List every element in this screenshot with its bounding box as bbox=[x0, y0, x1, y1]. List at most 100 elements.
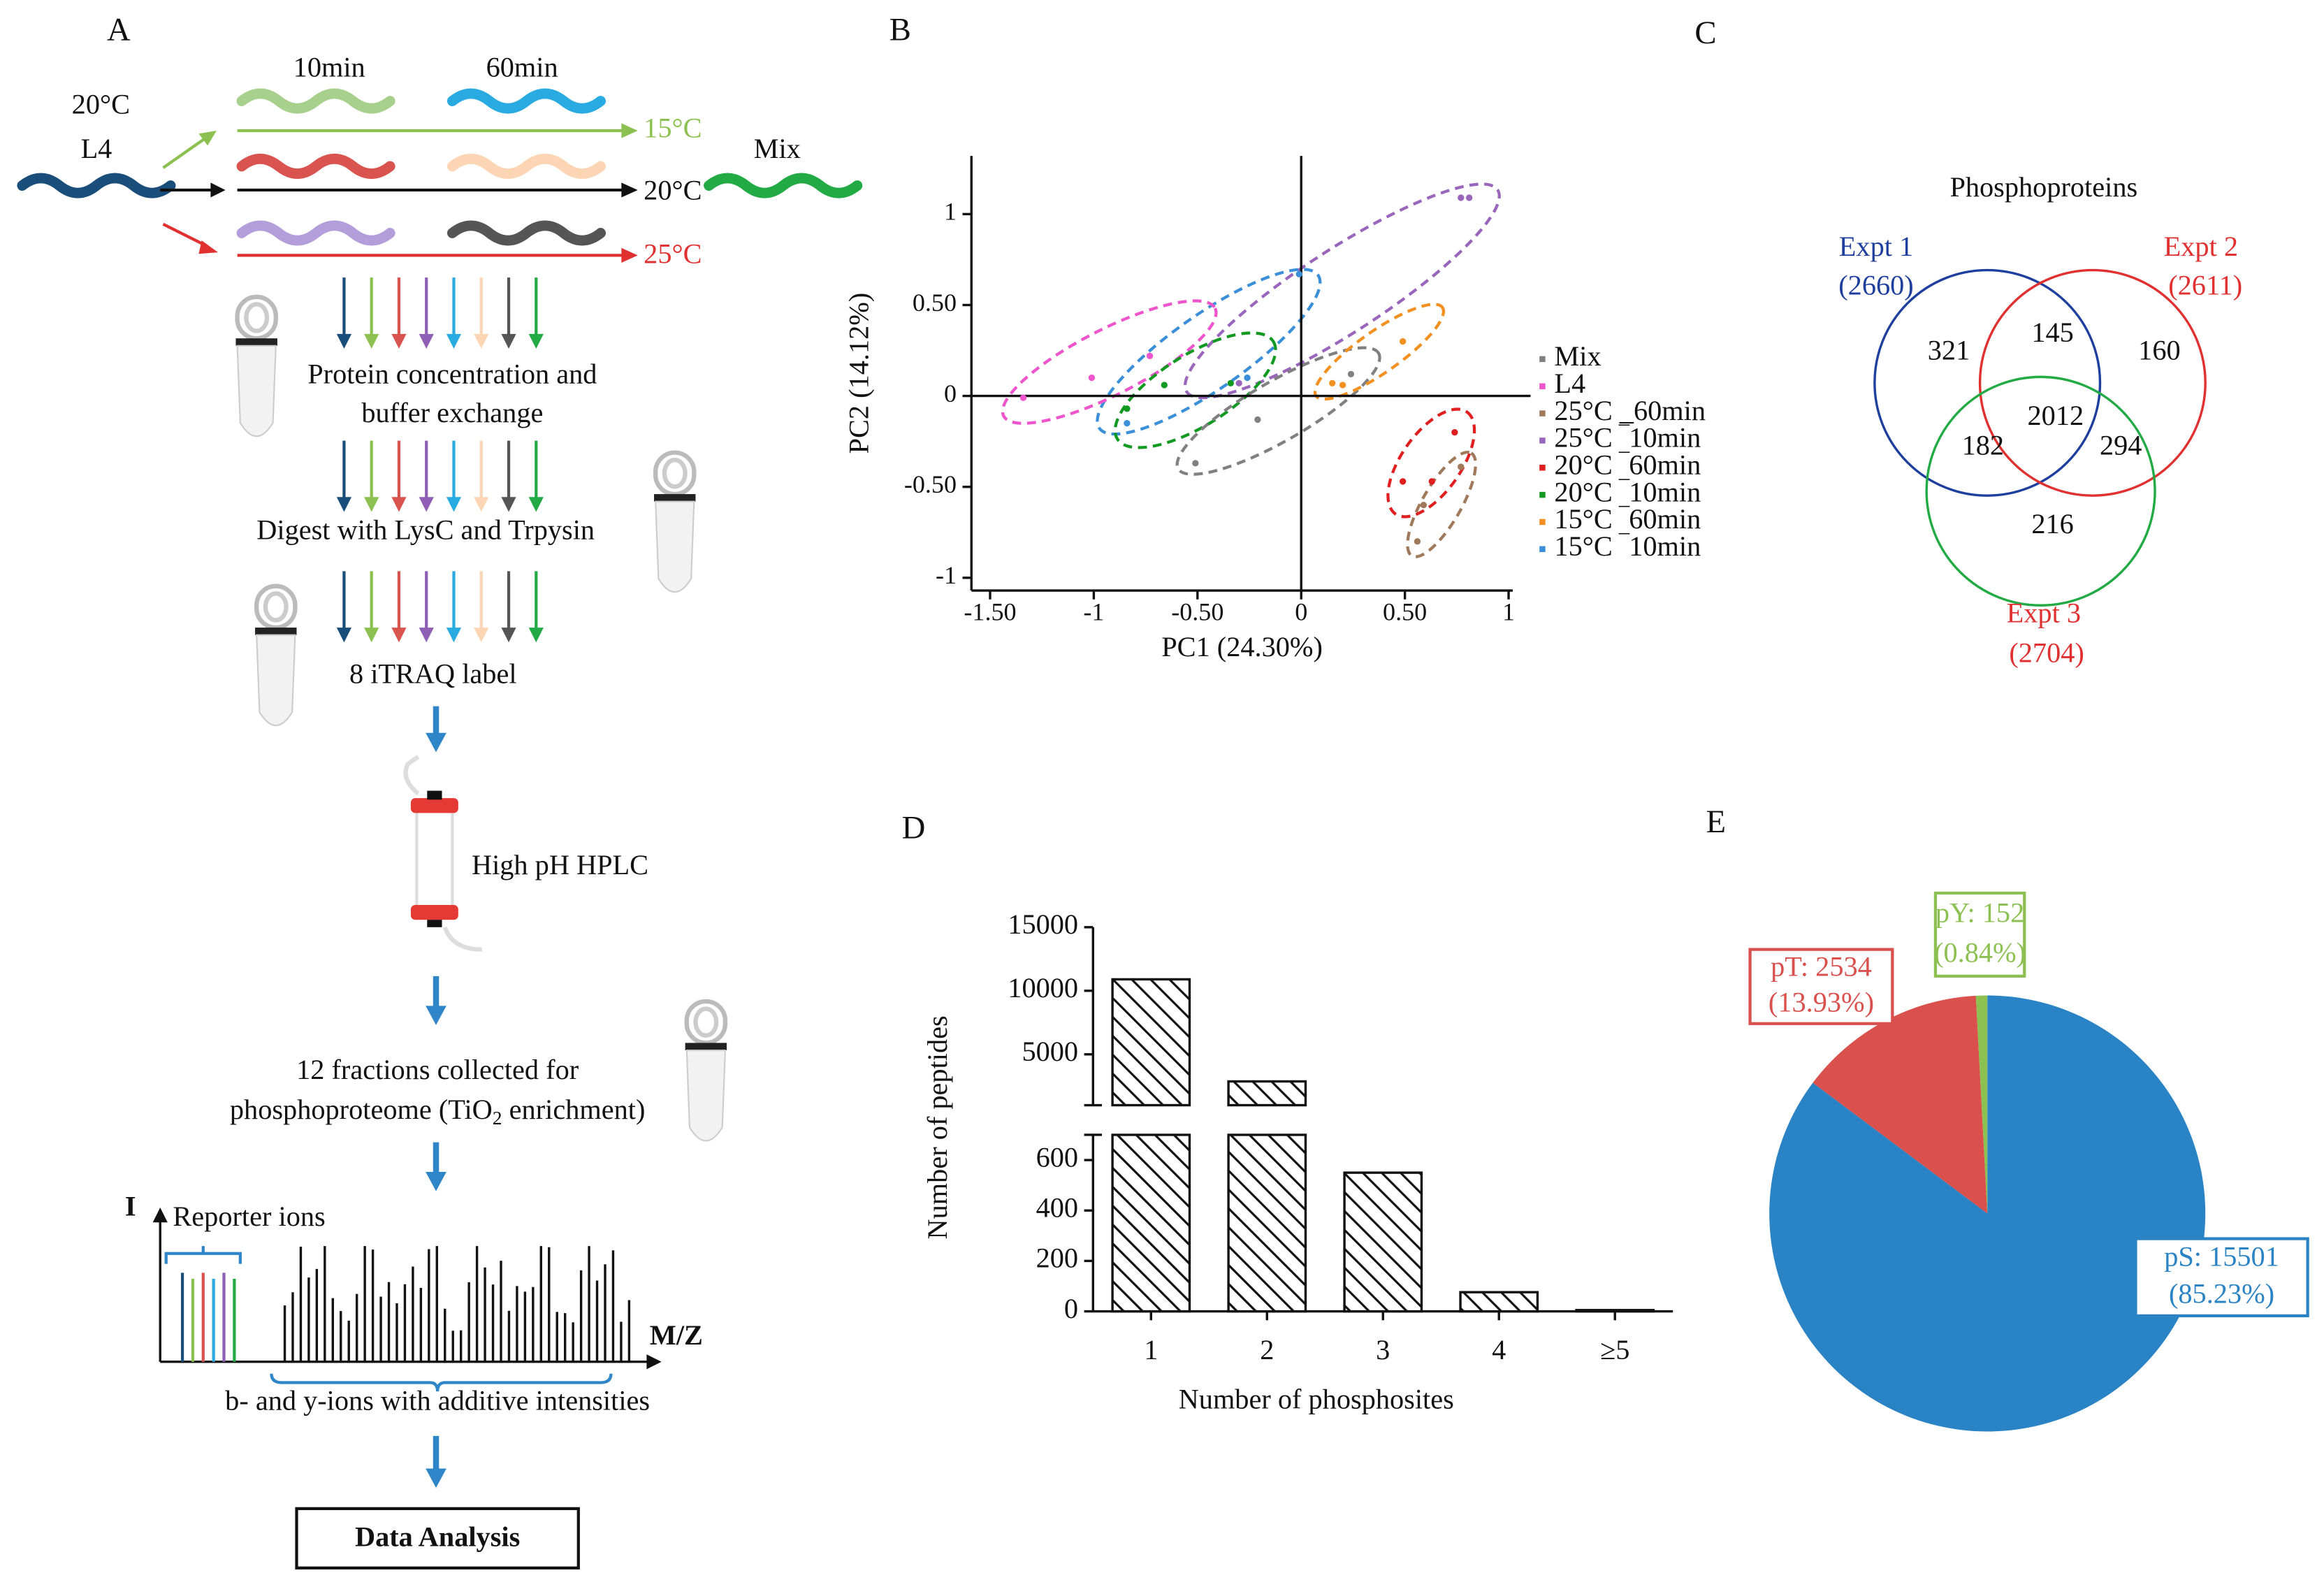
legend-label: 25°C ‾10min bbox=[1554, 422, 1701, 454]
region-value: 145 bbox=[2031, 317, 2073, 348]
y-tick-label: -1 bbox=[936, 561, 957, 589]
legend-marker bbox=[1539, 410, 1546, 416]
worm bbox=[242, 226, 390, 240]
point bbox=[1458, 463, 1465, 470]
arrow-head bbox=[391, 333, 407, 349]
panel-label: D bbox=[902, 810, 926, 846]
arrow-head bbox=[528, 497, 544, 512]
ellipse bbox=[1175, 346, 1381, 476]
stage: L4 bbox=[81, 133, 112, 164]
venn-title: Phosphoproteins bbox=[1949, 171, 2137, 203]
step: phosphoproteome (TiO2 enrichment) bbox=[230, 1094, 646, 1129]
y-axis-label: PC2 (14.12%) bbox=[843, 293, 874, 454]
legend-marker bbox=[1539, 383, 1546, 389]
worm bbox=[452, 226, 600, 240]
legend-label: 15°C ‾10min bbox=[1554, 530, 1701, 562]
legend-label: 15°C ‾60min bbox=[1554, 503, 1701, 535]
point bbox=[1254, 416, 1261, 423]
arrow-head bbox=[419, 628, 434, 643]
venn-circle bbox=[1925, 375, 2156, 607]
y-tick-label: 15000 bbox=[1008, 908, 1078, 940]
worm bbox=[452, 94, 600, 108]
pie-slice bbox=[1813, 995, 1988, 1214]
point bbox=[1124, 405, 1131, 412]
legend-marker bbox=[1539, 519, 1546, 526]
spectrum: I Reporter ions M/Z b- and y-ions with a… bbox=[125, 1190, 703, 1416]
temp: 20°C bbox=[644, 174, 702, 205]
x-label: M/Z bbox=[650, 1319, 703, 1351]
x-tick-label: -0.50 bbox=[1171, 597, 1223, 625]
x-tick-label: 1 bbox=[1502, 597, 1515, 625]
bar bbox=[1343, 1171, 1423, 1313]
set-size: (2660) bbox=[1838, 269, 1913, 300]
ellipse bbox=[1386, 407, 1476, 519]
x-tick-label: 0.50 bbox=[1383, 597, 1427, 625]
bar bbox=[1575, 1309, 1655, 1313]
step: Protein concentration and bbox=[307, 358, 597, 390]
y-tick-label: 0 bbox=[1064, 1293, 1078, 1324]
caption: b- and y-ions with additive intensities bbox=[225, 1384, 650, 1416]
arrow-head bbox=[364, 628, 379, 643]
point bbox=[1235, 379, 1242, 387]
arrow-head bbox=[528, 333, 544, 349]
label-box bbox=[1933, 891, 2026, 978]
ellipse bbox=[1183, 182, 1501, 400]
hplc-column bbox=[403, 755, 482, 952]
tube bbox=[654, 453, 695, 593]
arrow-head bbox=[501, 628, 516, 643]
panel-label: B bbox=[889, 12, 911, 48]
legend-label: 25°C _60min bbox=[1554, 395, 1706, 426]
x-tick-label: -1.50 bbox=[964, 597, 1016, 625]
venn-circle bbox=[1873, 268, 2102, 497]
time: 60min bbox=[486, 51, 558, 82]
slice-value: (85.23%) bbox=[2169, 1278, 2274, 1310]
panel-label: A bbox=[107, 12, 131, 48]
bar bbox=[1459, 1291, 1539, 1313]
flow-arrows bbox=[426, 706, 446, 1488]
x-tick-label: 0 bbox=[1295, 597, 1307, 625]
point bbox=[1465, 194, 1473, 201]
y-tick-label: 10000 bbox=[1008, 972, 1078, 1003]
ellipse bbox=[1406, 450, 1477, 558]
tube bbox=[255, 586, 296, 726]
x-tick-label: 2 bbox=[1260, 1334, 1274, 1365]
y-tick-label: -0.50 bbox=[904, 470, 957, 498]
y-tick-label: 0.50 bbox=[913, 289, 957, 317]
mix: Mix bbox=[754, 133, 801, 164]
arrow-head bbox=[336, 497, 352, 512]
point bbox=[1414, 538, 1421, 545]
temperature-arrows bbox=[160, 123, 638, 263]
point bbox=[1451, 428, 1458, 436]
x-tick-label: 4 bbox=[1492, 1334, 1506, 1365]
slice-value: (0.84%) bbox=[1934, 936, 2026, 968]
panel-label: C bbox=[1694, 15, 1716, 51]
set-name: Expt 1 bbox=[1839, 231, 1913, 262]
point bbox=[1244, 374, 1251, 382]
step: buffer exchange bbox=[361, 397, 543, 428]
x-tick-label: -1 bbox=[1083, 597, 1104, 625]
label-arrows bbox=[336, 277, 544, 643]
y-tick-label: 5000 bbox=[1022, 1036, 1078, 1067]
step: Digest with LysC and Trpysin bbox=[256, 514, 595, 545]
arrow-head bbox=[419, 333, 434, 349]
worm bbox=[242, 159, 390, 173]
point bbox=[1329, 379, 1336, 387]
y-tick-label: 200 bbox=[1036, 1242, 1078, 1274]
legend-marker bbox=[1539, 546, 1546, 553]
set-name: Expt 2 bbox=[2164, 231, 2238, 262]
bar bbox=[1227, 1080, 1307, 1107]
arrow-head bbox=[446, 628, 462, 643]
point bbox=[1295, 270, 1302, 277]
label-box bbox=[1748, 948, 1894, 1025]
legend-marker bbox=[1539, 437, 1546, 444]
time: 10min bbox=[293, 51, 365, 82]
tube bbox=[685, 1001, 727, 1141]
x-tick-label: ≥5 bbox=[1600, 1334, 1629, 1365]
set-name: Expt 3 bbox=[2007, 597, 2081, 628]
start-temp: 20°C bbox=[72, 88, 130, 119]
point bbox=[1399, 338, 1407, 345]
pca-ellipses bbox=[1001, 182, 1501, 558]
point bbox=[1192, 460, 1199, 467]
arrow-head bbox=[391, 628, 407, 643]
legend-label: L4 bbox=[1554, 368, 1585, 399]
